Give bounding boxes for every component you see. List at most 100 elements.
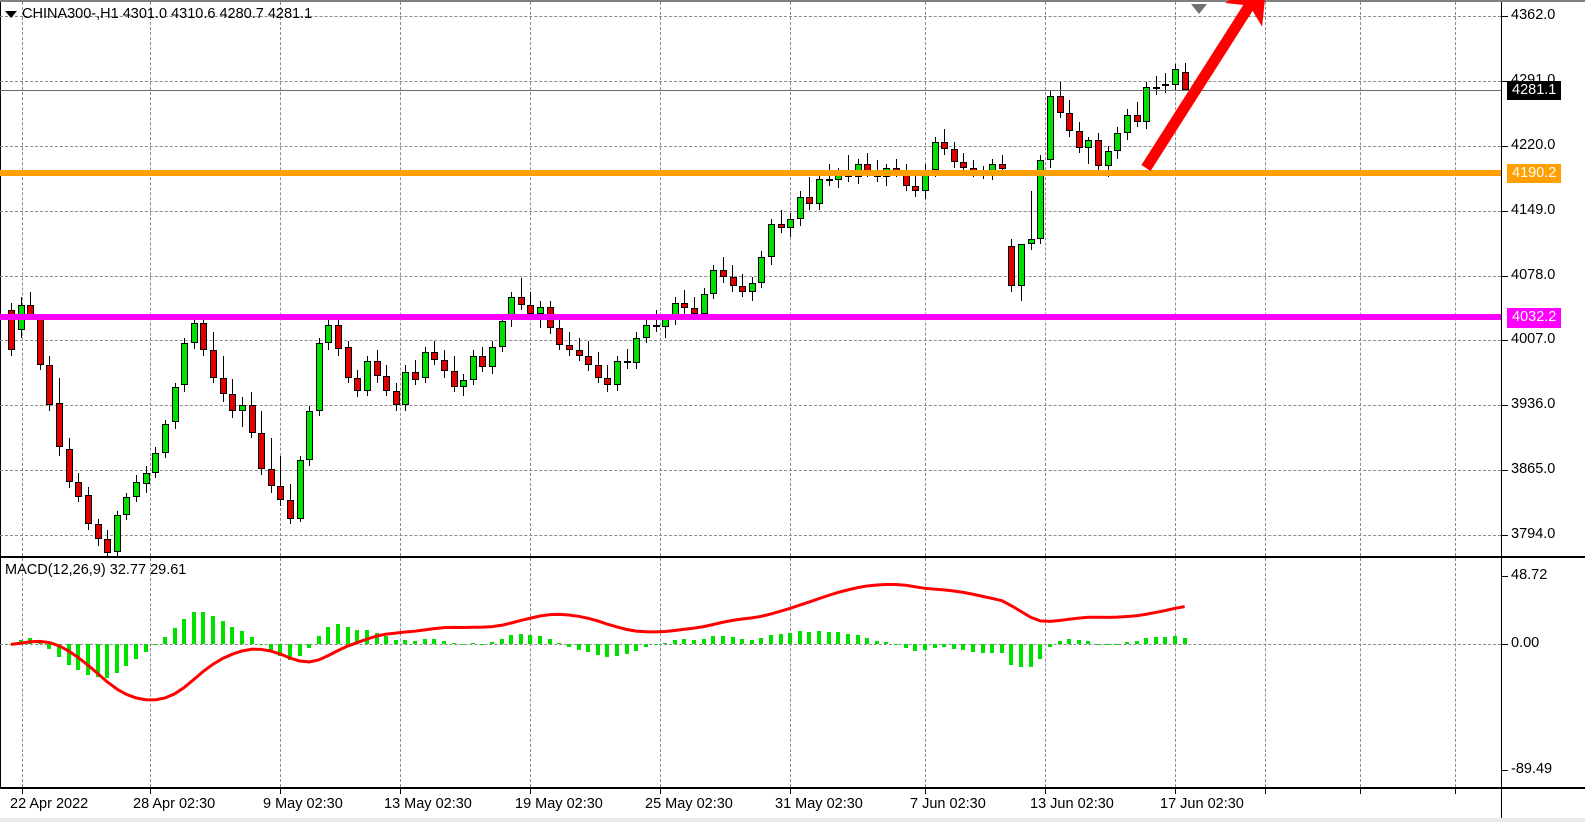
candle-bearish [941, 142, 949, 150]
macd-histogram-bar [114, 644, 119, 673]
macd-histogram-bar [182, 618, 187, 645]
vertical-gridline [280, 558, 281, 787]
candle-bullish [315, 343, 323, 411]
vertical-gridline [1045, 558, 1046, 787]
candle-bullish [152, 452, 160, 473]
price-chart-panel[interactable]: 4362.0 4291.0 4220.0 4149.0 4078.0 4007.0 3936… [0, 0, 1585, 557]
macd-histogram-bar [586, 644, 591, 653]
candle-bearish [623, 361, 631, 364]
macd-histogram-bar [788, 632, 793, 645]
macd-histogram-bar [1182, 637, 1187, 645]
time-axis-label: 13 Jun 02:30 [1030, 796, 1114, 812]
candle-bullish [767, 224, 775, 258]
macd-indicator-panel[interactable]: 48.72 0.00 -89.49 MACD(12,26,9) 32.77 29.6… [0, 557, 1585, 788]
candle-bullish [700, 293, 708, 314]
macd-histogram-bar [1163, 636, 1168, 645]
macd-histogram-bar [509, 635, 514, 645]
macd-histogram-bar [191, 612, 196, 645]
macd-histogram-bar [47, 644, 52, 650]
macd-histogram-bar [730, 636, 735, 645]
triangle-down-icon[interactable] [5, 10, 17, 18]
candle-bearish [286, 500, 294, 519]
price-gridline [0, 405, 1501, 407]
candle-bullish [1123, 114, 1131, 133]
macd-histogram-bar [105, 644, 110, 679]
candle-bearish [825, 178, 833, 181]
macd-histogram-bar [615, 644, 620, 656]
candle-bearish [440, 359, 448, 371]
candle-wick [694, 297, 695, 320]
macd-histogram-bar [1096, 644, 1101, 646]
macd-histogram-bar [711, 635, 716, 645]
price-gridline [0, 145, 1501, 147]
current-price-line [0, 89, 1501, 91]
candle-bearish [691, 308, 699, 314]
macd-histogram-bar [403, 640, 408, 645]
price-gridline [0, 340, 1501, 342]
macd-histogram-bar [432, 639, 437, 645]
time-axis-line [0, 788, 1585, 789]
time-tick [150, 788, 151, 794]
vertical-gridline [22, 558, 23, 787]
macd-scale[interactable]: 48.72 0.00 -89.49 [1501, 558, 1585, 787]
macd-plot-area[interactable] [0, 558, 1501, 787]
price-tick [1502, 535, 1508, 536]
time-tick [1045, 788, 1046, 794]
candle-bearish [681, 302, 689, 309]
macd-histogram-bar [845, 634, 850, 645]
macd-histogram-bar [1067, 639, 1072, 645]
candle-bearish [46, 365, 54, 406]
vertical-gridline [150, 2, 151, 556]
time-axis-label: 17 Jun 02:30 [1160, 796, 1244, 812]
macd-histogram-bar [624, 644, 629, 655]
candle-bullish [190, 323, 198, 344]
candle-bullish [325, 324, 333, 344]
candle-bullish [1143, 87, 1151, 122]
candle-wick [665, 315, 666, 338]
chart-object-marker-icon[interactable] [1191, 4, 1207, 14]
candle-bullish [489, 346, 496, 367]
price-scale[interactable]: 4362.0 4291.0 4220.0 4149.0 4078.0 4007.0 3936… [1501, 2, 1585, 556]
vertical-gridline [925, 558, 926, 787]
vertical-gridline [1455, 2, 1456, 556]
macd-histogram-bar [634, 644, 639, 651]
macd-histogram-bar [826, 631, 831, 645]
time-axis[interactable]: 22 Apr 2022 28 Apr 02:30 9 May 02:30 13 May… [0, 788, 1585, 822]
time-tick [790, 788, 791, 794]
macd-histogram-bar [249, 637, 254, 645]
price-plot-area[interactable] [0, 2, 1501, 556]
macd-histogram-bar [922, 644, 927, 651]
candle-bearish [604, 377, 612, 386]
support-level[interactable] [0, 314, 1501, 321]
candle-bullish [816, 178, 824, 205]
candle-bearish [594, 365, 602, 378]
vertical-gridline [1265, 2, 1266, 556]
macd-histogram-bar [720, 635, 725, 645]
macd-histogram-bar [95, 644, 100, 678]
candle-bearish [912, 185, 920, 192]
candle-bullish [133, 482, 141, 497]
price-axis-label: 3794.0 [1511, 526, 1556, 542]
price-tick [1502, 405, 1508, 407]
macd-histogram-bar [807, 631, 812, 645]
candle-wick [684, 290, 685, 314]
macd-histogram-bar [1153, 637, 1158, 645]
macd-histogram-bar [538, 635, 543, 645]
time-tick [530, 788, 531, 794]
price-gridline [0, 80, 1501, 82]
macd-histogram-bar [384, 636, 389, 645]
resistance-level[interactable] [0, 169, 1501, 176]
candle-bullish [748, 282, 756, 292]
macd-histogram-bar [326, 626, 331, 645]
candle-bearish [479, 355, 487, 367]
candle-bearish [960, 162, 968, 168]
time-tick [660, 788, 661, 794]
candle-bearish [1095, 140, 1103, 166]
candle-bearish [392, 390, 400, 406]
candle-bearish [36, 319, 44, 366]
macd-tick [1502, 576, 1508, 577]
macd-histogram-bar [778, 633, 783, 645]
candle-bearish [1162, 83, 1170, 86]
candle-wick [896, 158, 897, 177]
macd-histogram-bar [913, 644, 918, 651]
